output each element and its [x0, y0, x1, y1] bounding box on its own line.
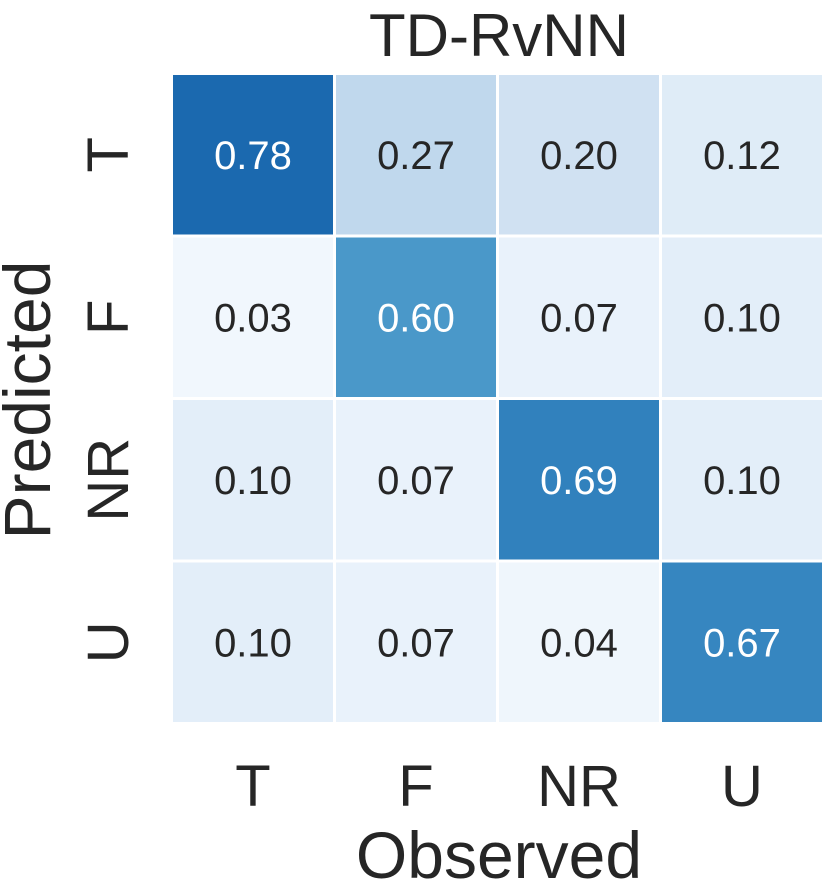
- heatmap-cell-F-F: [336, 237, 496, 397]
- heatmap-cell-T-U: [662, 75, 822, 235]
- heatmap-cell-F-T: [173, 237, 333, 397]
- heatmap-cell-T-NR: [499, 75, 659, 235]
- y-tick-label: T: [76, 137, 141, 172]
- heatmap-cell-U-T: [173, 562, 333, 722]
- cell-value-label: 0.12: [703, 134, 781, 178]
- heatmap-cell-T-F: [336, 75, 496, 235]
- heatmap-cell-NR-NR: [499, 400, 659, 560]
- x-tick-label: F: [398, 754, 433, 819]
- x-tick-label: NR: [537, 754, 621, 819]
- cell-value-label: 0.67: [703, 621, 781, 665]
- heatmap-cell-NR-U: [662, 400, 822, 560]
- heatmap-cell-U-NR: [499, 562, 659, 722]
- y-tick-label: NR: [76, 438, 141, 522]
- heatmap-cells: [173, 75, 822, 722]
- y-axis-title: Predicted: [0, 261, 64, 540]
- cell-value-label: 0.03: [214, 296, 292, 340]
- heatmap-cell-labels: 0.78 0.27 0.20 0.12 0.03 0.60 0.07 0.10 0.10 0.07…: [214, 134, 781, 666]
- heatmap-cell-U-U: [662, 562, 822, 722]
- heatmap-cell-NR-F: [336, 400, 496, 560]
- cell-value-label: 0.07: [540, 296, 618, 340]
- cell-value-label: 0.60: [377, 296, 455, 340]
- y-tick-label: F: [76, 300, 141, 335]
- chart-title: TD-RvNN: [369, 2, 629, 69]
- cell-value-label: 0.10: [703, 296, 781, 340]
- cell-value-label: 0.78: [214, 134, 292, 178]
- x-axis-title: Observed: [356, 818, 642, 886]
- heatmap-cell-F-U: [662, 237, 822, 397]
- cell-value-label: 0.69: [540, 459, 618, 503]
- cell-value-label: 0.20: [540, 134, 618, 178]
- x-axis-tick-labels: T F NR U: [235, 754, 763, 819]
- cell-value-label: 0.04: [540, 621, 618, 665]
- heatmap-cell-F-NR: [499, 237, 659, 397]
- cell-value-label: 0.27: [377, 134, 455, 178]
- cell-value-label: 0.07: [377, 621, 455, 665]
- heatmap-cell-U-F: [336, 562, 496, 722]
- y-tick-label: U: [76, 621, 141, 663]
- cell-value-label: 0.10: [214, 621, 292, 665]
- cell-value-label: 0.10: [703, 459, 781, 503]
- x-tick-label: U: [721, 754, 763, 819]
- cell-value-label: 0.07: [377, 459, 455, 503]
- heatmap-cell-T-T: [173, 75, 333, 235]
- x-tick-label: T: [235, 754, 270, 819]
- heatmap-cell-NR-T: [173, 400, 333, 560]
- y-axis-tick-labels: T F NR U: [76, 137, 141, 663]
- cell-value-label: 0.10: [214, 459, 292, 503]
